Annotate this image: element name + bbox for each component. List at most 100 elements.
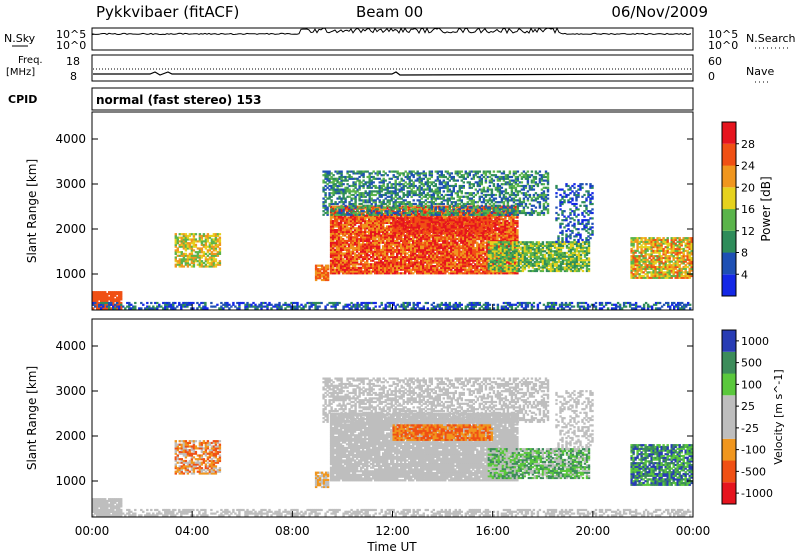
power-cell bbox=[339, 241, 343, 244]
power-cell bbox=[388, 218, 391, 221]
power-cell bbox=[106, 292, 109, 296]
power-cell bbox=[346, 188, 349, 191]
power-cell bbox=[329, 265, 333, 268]
power-cell bbox=[394, 193, 397, 197]
power-cell bbox=[186, 256, 190, 259]
power-cell bbox=[474, 265, 477, 268]
power-cell bbox=[390, 170, 393, 173]
power-cell bbox=[370, 227, 373, 230]
power-cell bbox=[466, 207, 469, 210]
power-cell bbox=[341, 261, 345, 264]
power-cell bbox=[516, 220, 519, 223]
power-cell bbox=[679, 301, 682, 305]
power-cell bbox=[410, 234, 413, 237]
power-cell bbox=[426, 239, 429, 242]
power-cell bbox=[512, 229, 515, 232]
power-cell bbox=[484, 268, 487, 271]
power-cell bbox=[322, 201, 325, 204]
power-cell bbox=[368, 208, 371, 211]
power-cell bbox=[654, 301, 658, 305]
power-cell bbox=[102, 298, 105, 301]
power-cell bbox=[460, 257, 463, 260]
power-cell bbox=[478, 234, 481, 237]
power-cell bbox=[388, 192, 391, 195]
power-cell bbox=[333, 205, 337, 208]
power-cell bbox=[390, 208, 393, 211]
power-cell bbox=[464, 265, 467, 268]
power-cell bbox=[442, 263, 445, 266]
power-cell bbox=[190, 303, 193, 306]
power-cell bbox=[468, 256, 471, 259]
power-cell bbox=[494, 229, 497, 232]
power-cell bbox=[420, 254, 423, 257]
power-cell bbox=[176, 263, 179, 266]
power-cell bbox=[524, 301, 528, 305]
power-cell bbox=[448, 256, 451, 259]
power-cell bbox=[506, 227, 509, 230]
power-cell bbox=[364, 268, 367, 271]
power-cell bbox=[444, 211, 447, 214]
power-cell bbox=[358, 202, 361, 206]
power-cell bbox=[357, 216, 361, 219]
power-cell bbox=[332, 188, 335, 191]
power-cell bbox=[462, 245, 465, 248]
power-cell bbox=[188, 238, 192, 241]
power-cell bbox=[504, 272, 507, 275]
power-cell bbox=[384, 232, 387, 235]
power-cell bbox=[518, 303, 522, 306]
power-cell bbox=[388, 259, 391, 262]
power-cell bbox=[186, 260, 190, 263]
power-cell bbox=[392, 190, 395, 193]
power-cell bbox=[364, 270, 367, 273]
power-cell bbox=[130, 307, 133, 310]
power-cell bbox=[372, 229, 375, 232]
power-cell bbox=[260, 307, 263, 310]
power-cell bbox=[374, 186, 377, 189]
power-cell bbox=[348, 210, 351, 213]
power-cell bbox=[335, 230, 339, 233]
power-cell bbox=[430, 239, 433, 242]
power-cell bbox=[462, 272, 465, 275]
power-cell bbox=[550, 303, 554, 306]
power-cell bbox=[104, 303, 107, 306]
power-cell bbox=[353, 220, 357, 223]
power-cell bbox=[436, 254, 439, 257]
power-cell bbox=[468, 307, 471, 310]
power-cell bbox=[382, 265, 385, 268]
power-cell bbox=[616, 305, 620, 308]
power-cell bbox=[208, 252, 212, 255]
power-cell bbox=[341, 218, 345, 221]
power-cell bbox=[420, 257, 423, 260]
power-cell bbox=[490, 216, 493, 219]
power-cell bbox=[410, 265, 413, 268]
power-cell bbox=[452, 256, 455, 259]
power-cell bbox=[364, 229, 367, 232]
power-cell bbox=[326, 179, 329, 182]
power-cell bbox=[186, 261, 190, 265]
power-cell bbox=[359, 248, 363, 251]
freq-unit-label: [MHz] bbox=[6, 67, 35, 78]
power-cell bbox=[486, 261, 489, 264]
power-cell bbox=[340, 197, 343, 200]
power-cell bbox=[368, 199, 371, 202]
power-cell bbox=[351, 223, 355, 226]
power-cell bbox=[380, 263, 383, 266]
power-cell bbox=[372, 236, 375, 239]
power-cell bbox=[355, 259, 359, 262]
power-cell bbox=[478, 248, 481, 251]
power-cell bbox=[466, 250, 469, 253]
power-cell bbox=[318, 301, 321, 305]
power-cell bbox=[632, 307, 636, 310]
power-cell bbox=[118, 303, 121, 306]
power-cell bbox=[351, 232, 355, 235]
power-cell bbox=[500, 221, 503, 224]
power-cell bbox=[331, 241, 335, 244]
power-cell bbox=[446, 245, 449, 248]
power-cell bbox=[254, 305, 257, 308]
power-cell bbox=[348, 195, 351, 198]
power-cell bbox=[510, 239, 513, 242]
power-cell bbox=[206, 240, 210, 243]
power-cell bbox=[208, 243, 212, 246]
power-cell bbox=[514, 229, 517, 232]
power-cell bbox=[362, 199, 365, 202]
